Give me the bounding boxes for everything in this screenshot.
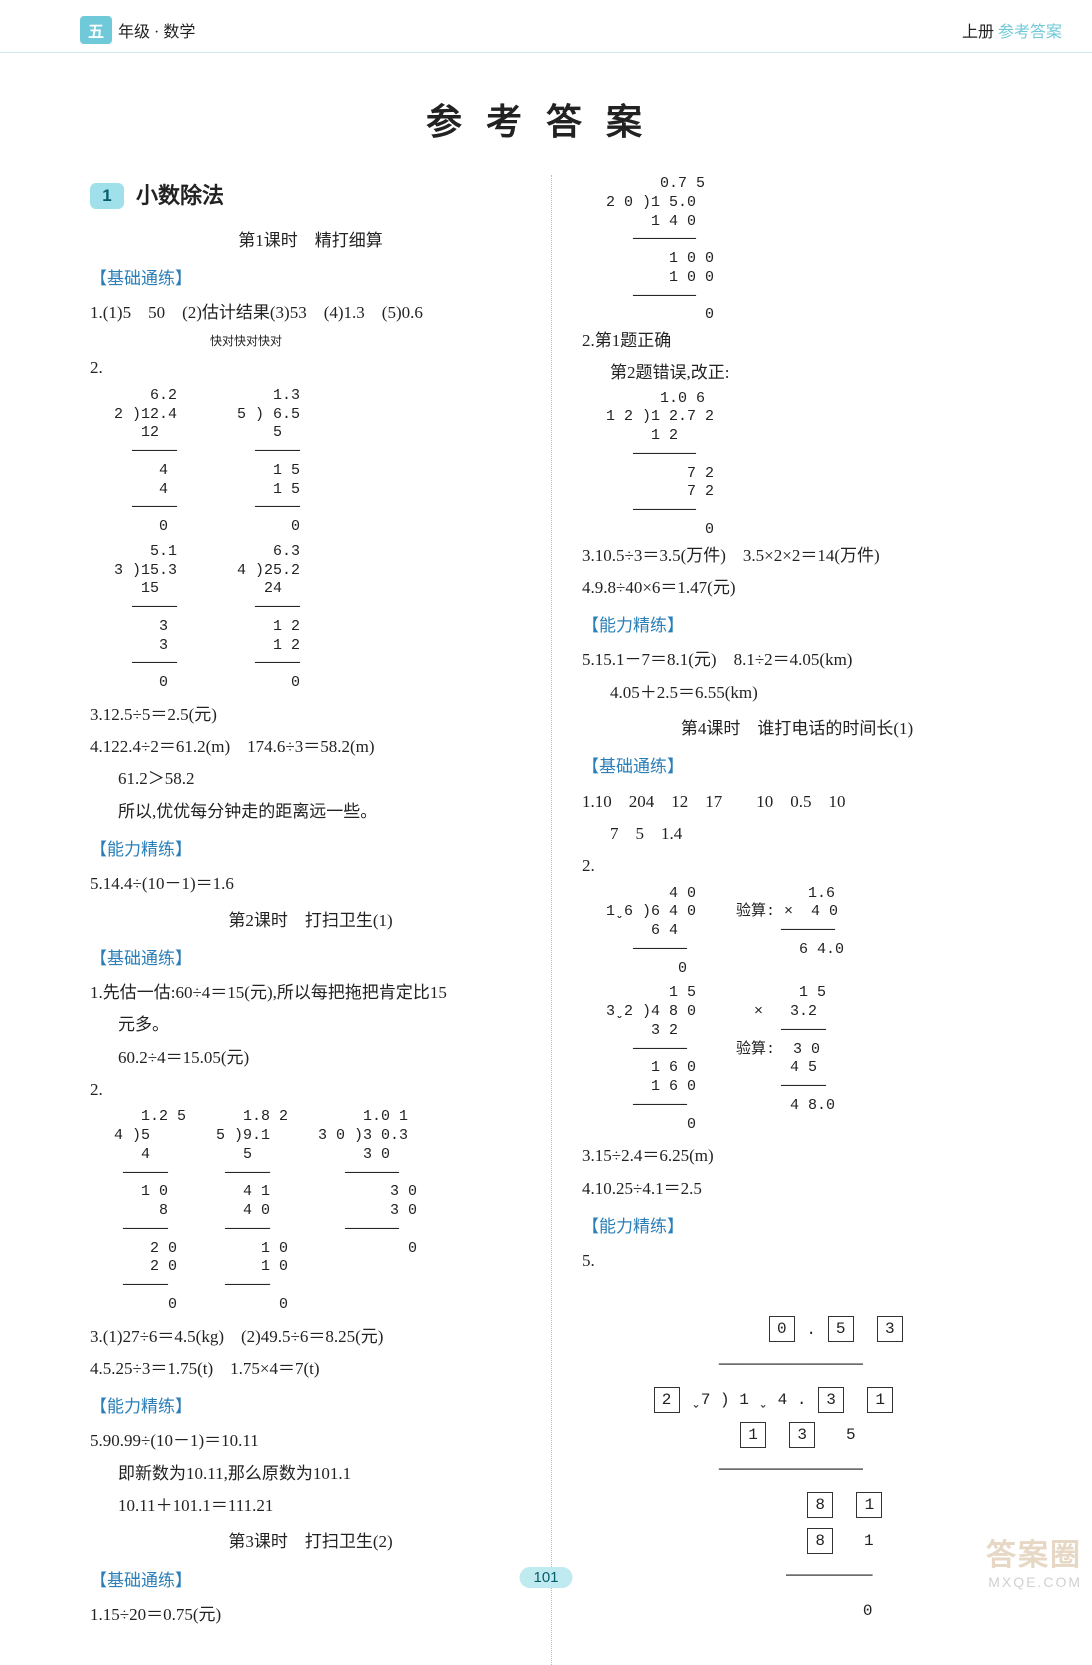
longdiv-row-r1: 4 0 1ˬ6 )6 4 0 6 4 ────── 0 1.6 验算: × 4 … [606,885,1012,979]
longdiv-row-1: 6.2 2 )12.4 12 ───── 4 4 ───── 0 1.3 5 )… [114,387,531,537]
l4q1a: 1.10 204 12 17 10 0.5 10 [582,786,1012,818]
left-column: 1 小数除法 第1课时 精打细算 【基础通练】 1.(1)5 50 (2)估计结… [90,175,551,1665]
page-number: 101 [519,1567,572,1588]
watermark-big: 答案圈 [986,1530,1082,1574]
chapter-title: 小数除法 [136,175,224,217]
lesson-2-title: 第2课时 打扫卫生(1) [90,905,531,937]
q4b: 61.2＞58.2 [90,763,531,795]
longdiv-top-right: 0.7 5 2 0 )1 5.0 1 4 0 ─────── 1 0 0 1 0… [606,175,1012,325]
q3: 3.12.5÷5＝2.5(元) [90,699,531,731]
longdiv-2a: 1.2 5 4 )5 4 ───── 1 0 8 ───── 2 0 2 0 ─… [114,1108,186,1314]
longdiv-c: 5.1 3 )15.3 15 ───── 3 3 ───── 0 [114,543,177,693]
longdiv-r2: 1.0 6 1 2 )1 2.7 2 1 2 ─────── 7 2 7 2 ─… [606,390,1012,540]
section-ability-2: 【能力精练】 [90,1391,531,1423]
q4c: 所以,优优每分钟走的距离远一些。 [90,796,531,828]
lesson-4-title: 第4课时 谁打电话的时间长(1) [582,713,1012,745]
chapter-number: 1 [90,183,124,209]
grade-badge: 五 年级 · 数学 [80,16,195,44]
longdiv-a: 6.2 2 )12.4 12 ───── 4 4 ───── 0 [114,387,177,537]
section-ability-1: 【能力精练】 [90,834,531,866]
r-section-basic: 【基础通练】 [582,751,1012,783]
r-q5b: 4.05＋2.5＝6.55(km) [582,677,1012,709]
r-section-ability-2: 【能力精练】 [582,1211,1012,1243]
section-basic-2: 【基础通练】 [90,943,531,975]
q2-label: 2. [90,352,531,384]
right-column: 0.7 5 2 0 )1 5.0 1 4 0 ─────── 1 0 0 1 0… [551,175,1012,1665]
l4q3: 3.15÷2.4＝6.25(m) [582,1140,1012,1172]
l2q1b: 元多。 [90,1009,531,1041]
longdiv-2c: 1.0 1 3 0 )3 0.3 3 0 ────── 3 0 3 0 ────… [318,1108,417,1314]
division-puzzle: 0 . 5 3 ─────────────── 2 ˬ7 ) 1 ˬ 4 . 3… [642,1278,1012,1665]
l4q2-label: 2. [582,850,1012,882]
q5: 5.14.4÷(10－1)＝1.6 [90,868,531,900]
longdiv-d: 6.3 4 )25.2 24 ───── 1 2 1 2 ───── 0 [237,543,300,693]
page-title: 参考答案 [0,93,1092,145]
grade-text: 年级 · 数学 [118,18,195,42]
longdiv-b: 1.3 5 ) 6.5 5 ───── 1 5 1 5 ───── 0 [237,387,300,537]
q4a: 4.122.4÷2＝61.2(m) 174.6÷3＝58.2(m) [90,731,531,763]
q1: 1.(1)5 50 (2)估计结果(3)53 (4)1.3 (5)0.6 [90,297,531,329]
l4q4: 4.10.25÷4.1＝2.5 [582,1173,1012,1205]
r-q5a: 5.15.1－7＝8.1(元) 8.1÷2＝4.05(km) [582,644,1012,676]
l2q5c: 10.11＋101.1＝111.21 [90,1490,531,1522]
r-q4: 4.9.8÷40×6＝1.47(元) [582,572,1012,604]
longdiv-row-3: 1.2 5 4 )5 4 ───── 1 0 8 ───── 2 0 2 0 ─… [114,1108,531,1314]
section-basic-3: 【基础通练】 [90,1565,531,1597]
grade-prefix: 五 [80,16,112,44]
chapter-header: 1 小数除法 [90,175,531,217]
longdiv-4b-check: 1 5 × 3.2 ───── 验算: 3 0 4 5 ───── 4 8.0 [736,984,835,1134]
q1-note: 快对快对快对 [90,330,531,353]
l4q5-label: 5. [582,1245,1012,1277]
l2q1a: 1.先估一估:60÷4＝15(元),所以每把拖把肯定比15 [90,977,531,1009]
r-section-ability: 【能力精练】 [582,610,1012,642]
volume-label: 上册 参考答案 [962,18,1062,42]
l2q1c: 60.2÷4＝15.05(元) [90,1042,531,1074]
longdiv-4b: 1 5 3ˬ2 )4 8 0 3 2 ────── 1 6 0 1 6 0 ──… [606,984,696,1134]
r-q2b: 第2题错误,改正: [582,357,1012,389]
l2q3: 3.(1)27÷6＝4.5(kg) (2)49.5÷6＝8.25(元) [90,1321,531,1353]
watermark: 答案圈 MXQE.COM [986,1530,1082,1590]
longdiv-2b: 1.8 2 5 )9.1 5 ───── 4 1 4 0 ───── 1 0 1… [216,1108,288,1314]
l2q4: 4.5.25÷3＝1.75(t) 1.75×4＝7(t) [90,1353,531,1385]
r-q3: 3.10.5÷3＝3.5(万件) 3.5×2×2＝14(万件) [582,540,1012,572]
longdiv-4a-check: 1.6 验算: × 4 0 ────── 6 4.0 [736,885,844,979]
l3q1: 1.15÷20＝0.75(元) [90,1599,531,1631]
content-columns: 1 小数除法 第1课时 精打细算 【基础通练】 1.(1)5 50 (2)估计结… [0,175,1092,1665]
lesson-3-title: 第3课时 打扫卫生(2) [90,1526,531,1558]
longdiv-4a: 4 0 1ˬ6 )6 4 0 6 4 ────── 0 [606,885,696,979]
l2q5b: 即新数为10.11,那么原数为101.1 [90,1458,531,1490]
section-basic-1: 【基础通练】 [90,263,531,295]
longdiv-row-r2: 1 5 3ˬ2 )4 8 0 3 2 ────── 1 6 0 1 6 0 ──… [606,984,1012,1134]
page-header: 五 年级 · 数学 上册 参考答案 [0,0,1092,53]
longdiv-row-2: 5.1 3 )15.3 15 ───── 3 3 ───── 0 6.3 4 )… [114,543,531,693]
l2q2-label: 2. [90,1074,531,1106]
l4q1b: 7 5 1.4 [582,818,1012,850]
watermark-small: MXQE.COM [986,1574,1082,1590]
l2q5a: 5.90.99÷(10－1)＝10.11 [90,1425,531,1457]
r-q2a: 2.第1题正确 [582,325,1012,357]
lesson-1-title: 第1课时 精打细算 [90,225,531,257]
